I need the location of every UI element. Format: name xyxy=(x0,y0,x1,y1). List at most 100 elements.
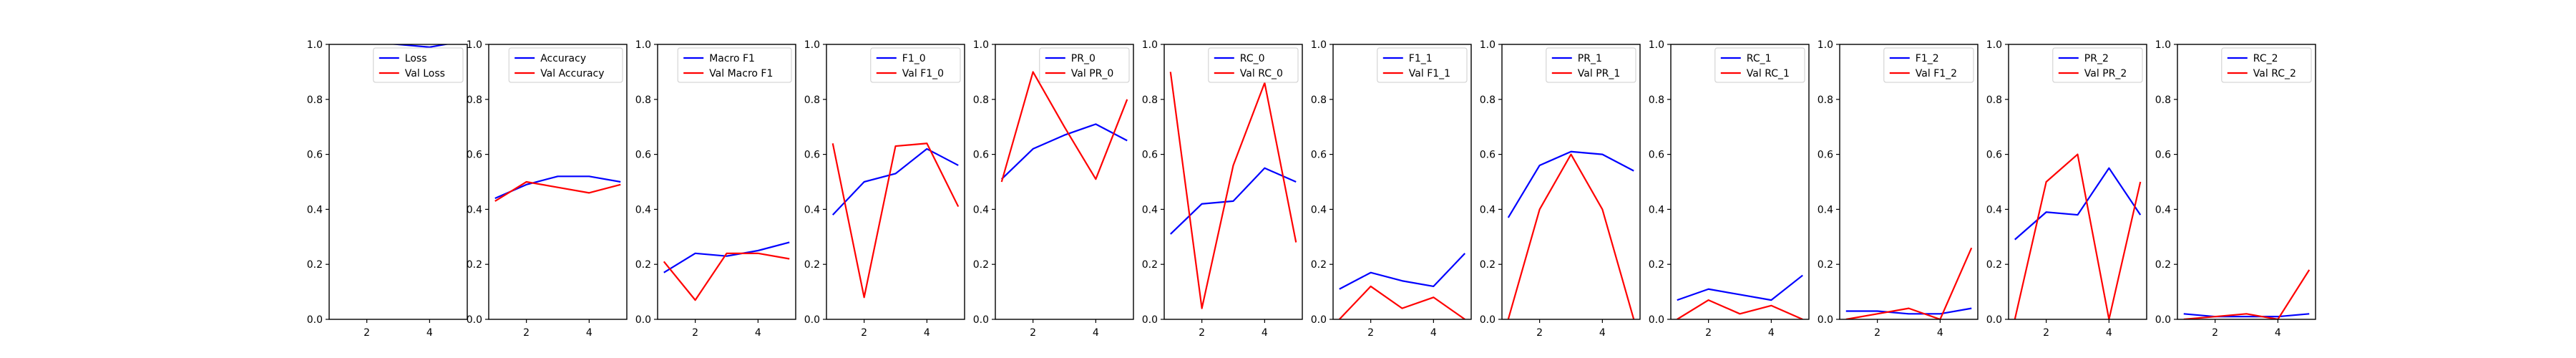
series-group xyxy=(1169,72,1297,309)
y-tick-label: 0.2 xyxy=(2155,259,2171,271)
legend: F1_2 Val F1_2 xyxy=(1883,47,1974,83)
legend-label: Accuracy xyxy=(540,53,586,64)
axes-frame xyxy=(826,44,965,320)
y-tick-label: 0.8 xyxy=(804,95,820,106)
train-series-line xyxy=(831,147,959,216)
subplot-1: 0.0 0.2 0.4 0.6 0.8 1.0 2 4 Loss Val Loss xyxy=(307,39,468,339)
legend: F1_0 Val F1_0 xyxy=(870,47,961,83)
y-tick-label: 0.0 xyxy=(1649,314,1664,326)
y-tick-label: 0.8 xyxy=(635,95,651,106)
x-tick-label: 2 xyxy=(523,327,530,339)
x-tick-label: 2 xyxy=(364,327,370,339)
x-tick-label: 4 xyxy=(586,327,592,339)
axes-frame xyxy=(1670,44,1810,320)
val-series-line xyxy=(663,252,790,301)
axes-frame xyxy=(1501,44,1641,320)
y-tick-label: 1.0 xyxy=(804,39,820,51)
x-tick-label: 2 xyxy=(861,327,867,339)
y-tick-label: 1.0 xyxy=(973,39,989,51)
legend-label: PR_1 xyxy=(1578,53,1602,64)
y-tick-label: 0.6 xyxy=(1818,150,1833,161)
subplot-4: 0.0 0.2 0.4 0.6 0.8 1.0 2 4 F1_0 Val F1_0 xyxy=(804,39,965,339)
series-group xyxy=(1845,247,1973,319)
legend-label: Val F1_2 xyxy=(1916,68,1957,79)
y-tick-label: 0.6 xyxy=(1649,150,1664,161)
x-tick-label: 2 xyxy=(1705,327,1712,339)
axes-frame xyxy=(995,44,1134,320)
y-tick-label: 0.4 xyxy=(1986,204,2002,216)
x-tick-label: 4 xyxy=(426,327,433,339)
y-tick-label: 1.0 xyxy=(467,39,482,51)
legend-label: Val RC_1 xyxy=(1747,68,1790,79)
y-tick-label: 0.0 xyxy=(2155,314,2171,326)
x-tick-label: 2 xyxy=(1536,327,1543,339)
y-tick-label: 0.2 xyxy=(1480,259,1496,271)
val-series-line xyxy=(1677,299,1803,319)
series-group xyxy=(663,241,790,301)
legend: RC_1 Val RC_1 xyxy=(1714,47,1805,83)
legend-label: Val PR_1 xyxy=(1578,68,1621,79)
legend: RC_2 Val RC_2 xyxy=(2221,47,2312,83)
y-tick-label: 0.8 xyxy=(1142,95,1158,106)
y-tick-label: 0.8 xyxy=(1311,95,1327,106)
y-tick-label: 0.8 xyxy=(1986,95,2002,106)
y-tick-label: 0.0 xyxy=(1311,314,1327,326)
y-tick-label: 0.4 xyxy=(467,204,482,216)
x-tick-label: 4 xyxy=(755,327,761,339)
val-series-line xyxy=(2014,153,2142,319)
y-tick-label: 0.8 xyxy=(467,95,482,106)
series-group xyxy=(1677,274,1803,319)
legend-label: Val Accuracy xyxy=(540,68,604,79)
legend-label: PR_2 xyxy=(2084,53,2109,64)
y-tick-label: 0.2 xyxy=(467,259,482,271)
y-tick-label: 1.0 xyxy=(1649,39,1664,51)
subplot-8: 0.0 0.2 0.4 0.6 0.8 1.0 2 4 PR_1 Val PR_1 xyxy=(1480,39,1641,339)
series-group xyxy=(389,44,450,48)
legend-label: RC_0 xyxy=(1240,53,1265,64)
y-tick-label: 0.6 xyxy=(467,150,482,161)
subplot-7: 0.0 0.2 0.4 0.6 0.8 1.0 2 4 F1_1 Val F1_1 xyxy=(1311,39,1472,339)
y-tick-label: 0.6 xyxy=(1142,150,1158,161)
series-group xyxy=(1000,71,1128,183)
y-tick-label: 0.0 xyxy=(467,314,482,326)
val-series-line xyxy=(1507,153,1635,319)
y-tick-label: 0.0 xyxy=(307,314,323,326)
y-tick-label: 0.4 xyxy=(1649,204,1664,216)
y-tick-label: 0.0 xyxy=(1818,314,1833,326)
y-tick-label: 0.6 xyxy=(1986,150,2002,161)
legend: PR_1 Val PR_1 xyxy=(1546,47,1636,83)
y-tick-label: 1.0 xyxy=(1986,39,2002,51)
y-tick-label: 0.4 xyxy=(804,204,820,216)
legend-label: RC_2 xyxy=(2253,53,2278,64)
y-tick-label: 0.4 xyxy=(307,204,323,216)
train-series-line xyxy=(1001,123,1128,180)
axes-frame xyxy=(2008,44,2147,320)
axes-frame xyxy=(1163,44,1303,320)
y-tick-label: 1.0 xyxy=(635,39,651,51)
x-tick-label: 2 xyxy=(1367,327,1374,339)
y-tick-label: 0.0 xyxy=(1986,314,2002,326)
train-series-line xyxy=(1170,167,1297,235)
x-tick-label: 2 xyxy=(1199,327,1205,339)
subplot-2: 0.0 0.2 0.4 0.6 0.8 1.0 2 4 Accuracy Val Accuracy xyxy=(467,39,628,339)
x-tick-label: 2 xyxy=(1030,327,1036,339)
legend-label: F1_0 xyxy=(902,53,926,64)
y-tick-label: 0.4 xyxy=(1480,204,1496,216)
legend-label: RC_1 xyxy=(1747,53,1772,64)
val-series-line xyxy=(1338,285,1465,319)
train-series-line xyxy=(2183,313,2310,318)
y-tick-label: 0.4 xyxy=(1818,204,1833,216)
series-group xyxy=(494,175,621,202)
legend-label: Val Macro F1 xyxy=(709,68,773,79)
train-series-line xyxy=(663,241,790,274)
x-tick-label: 4 xyxy=(1430,327,1437,339)
y-tick-label: 0.2 xyxy=(635,259,651,271)
x-tick-label: 4 xyxy=(924,327,930,339)
x-tick-label: 2 xyxy=(2043,327,2049,339)
train-series-line xyxy=(1845,307,1972,315)
x-tick-label: 4 xyxy=(2106,327,2112,339)
y-tick-label: 0.8 xyxy=(1818,95,1833,106)
axes-frame xyxy=(657,44,796,320)
train-series-line xyxy=(1507,150,1634,218)
